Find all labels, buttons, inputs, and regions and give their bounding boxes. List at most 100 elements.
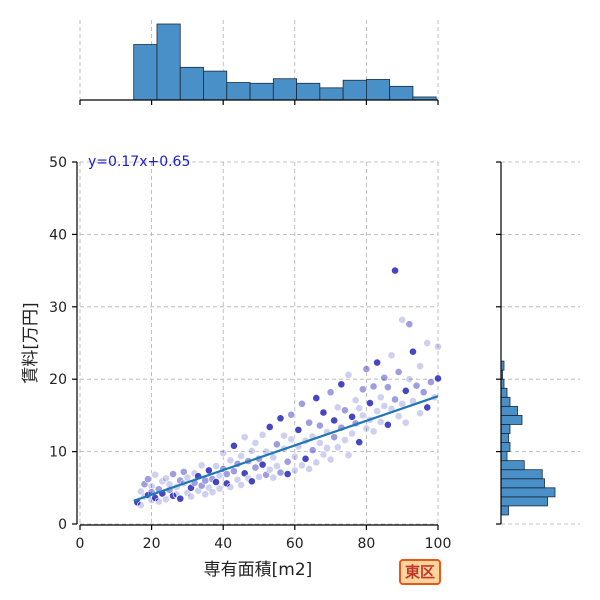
x-hist-bar (226, 82, 251, 101)
scatter-point (208, 488, 217, 497)
y-hist-bar (500, 433, 509, 443)
scatter-point (251, 439, 260, 447)
scatter-point (355, 438, 364, 447)
y-tick-label: 30 (49, 300, 67, 316)
scatter-point (247, 446, 256, 455)
x-tick-label: 100 (425, 536, 452, 552)
scatter-point (183, 473, 192, 482)
scatter-point (283, 470, 292, 478)
scatter-point (312, 458, 321, 467)
x-tick-label: 60 (286, 536, 304, 552)
scatter-point (290, 452, 299, 461)
y-hist-bar (500, 469, 543, 480)
scatter-point (348, 429, 356, 438)
scatter-point (394, 368, 403, 376)
scatter-point (423, 403, 432, 412)
scatter-point (315, 421, 324, 430)
scatter-point (355, 404, 364, 413)
x-hist-bar (389, 85, 414, 101)
scatter-point (423, 339, 432, 347)
scatter-point (147, 482, 156, 491)
tick-labels: 0 20 40 60 80 100 0 10 20 30 40 50 (49, 155, 451, 552)
scatter-point (373, 407, 382, 415)
x-tick-label: 20 (143, 536, 161, 552)
scatter-point (333, 443, 342, 452)
scatter-point (434, 374, 442, 383)
y-tick-label: 40 (49, 227, 67, 243)
scatter-point (187, 492, 195, 501)
x-hist-bar (249, 82, 274, 101)
scatter-point (344, 370, 353, 379)
y-hist-bar (500, 414, 523, 425)
y-hist-bar (500, 451, 508, 462)
x-marginal-histogram (133, 23, 437, 101)
scatter-point (405, 375, 414, 384)
scatter-point (380, 402, 389, 410)
scatter-point (369, 382, 378, 391)
scatter-point (387, 351, 396, 360)
scatter-point (383, 383, 392, 392)
scatter-point (272, 462, 281, 470)
scatter-point (298, 461, 306, 470)
scatter-point (434, 342, 442, 351)
scatter-point (319, 450, 328, 459)
x-hist-bar (203, 70, 228, 101)
scatter-point (176, 494, 185, 503)
scatter-point (358, 385, 367, 394)
scatter-point (416, 409, 424, 418)
scatter-point (398, 399, 407, 408)
scatter-point (272, 440, 281, 449)
regression-equation: y=0.17x+0.65 (88, 154, 190, 170)
scatter-point (287, 435, 296, 444)
scatter-point (287, 410, 296, 419)
scatter-point (226, 483, 235, 491)
scatter-point (312, 394, 321, 402)
scatter-point (255, 473, 263, 481)
scatter-point (419, 388, 428, 397)
scatter-point (251, 463, 260, 472)
y-tick-label: 0 (58, 517, 67, 533)
y-hist-bar (500, 460, 525, 471)
scatter-point (215, 484, 224, 493)
scatter-point (362, 365, 371, 373)
x-hist-bar (133, 44, 158, 101)
scatter-point (247, 477, 256, 486)
scatter-point (369, 427, 378, 436)
y-hist-bar (500, 442, 511, 452)
scatter-point (265, 465, 274, 474)
scatter-point (308, 446, 317, 455)
y-axis-title: 賃料[万円] (21, 302, 41, 383)
scatter-point (219, 449, 228, 457)
scatter-point (319, 408, 328, 417)
scatter-point (358, 411, 367, 420)
x-tick-label: 40 (214, 536, 232, 552)
scatter-point (298, 399, 306, 408)
scatter-point (409, 347, 417, 356)
scatter-point (162, 495, 170, 504)
scatter-point (391, 266, 399, 275)
scatter-point (237, 452, 245, 460)
scatter-point (341, 436, 349, 444)
x-axis-title: 専有面積[m2] (204, 560, 313, 580)
axes (72, 99, 502, 530)
scatter-point (351, 396, 360, 405)
scatter-point (301, 454, 310, 463)
regression-line (133, 395, 439, 502)
scatter-point (237, 481, 245, 489)
scatter-point (380, 373, 389, 382)
scatter-point (315, 439, 324, 447)
scatter-point (197, 461, 206, 470)
x-tick-label: 80 (357, 536, 375, 552)
scatter-point (169, 470, 177, 478)
scatter-point (323, 444, 331, 452)
y-tick-label: 50 (49, 155, 67, 171)
scatter-point (376, 418, 385, 426)
y-hist-bar (500, 478, 545, 489)
x-hist-bar (365, 79, 391, 101)
scatter-point (144, 475, 152, 484)
y-tick-label: 10 (49, 445, 67, 461)
scatter-point (394, 412, 403, 421)
x-hist-bar (319, 87, 344, 101)
scatter-point (326, 388, 335, 397)
